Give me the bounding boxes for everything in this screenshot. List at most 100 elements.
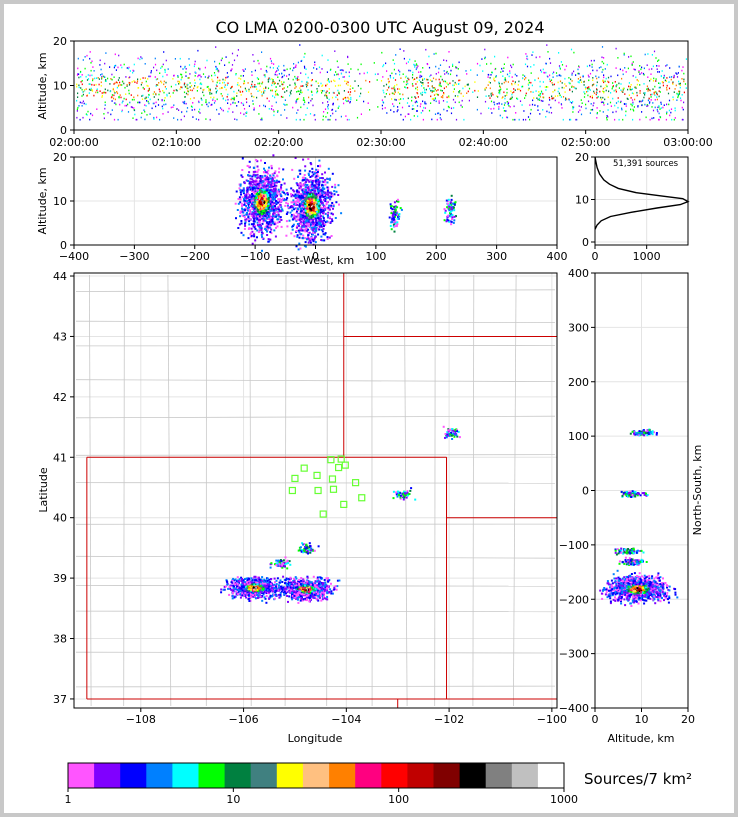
time-height-source — [406, 81, 408, 83]
time-height-source — [381, 99, 383, 101]
ew-height-source — [242, 192, 245, 195]
ew-height-source — [399, 207, 402, 210]
time-height-source — [217, 76, 219, 79]
ew-height-source — [452, 206, 455, 209]
time-height-source — [286, 90, 288, 92]
time-height-source — [215, 84, 217, 86]
time-height-source — [503, 78, 506, 81]
time-height-source — [360, 113, 362, 115]
ew-height-source — [308, 211, 311, 214]
ew-height-source — [330, 204, 333, 207]
time-height-source — [197, 75, 199, 78]
ew-height-source — [257, 196, 260, 199]
time-height-source — [103, 117, 105, 120]
time-height-source — [366, 71, 368, 74]
ew-height-source — [267, 180, 270, 183]
time-height-source — [209, 118, 211, 121]
ew-height-source — [285, 220, 288, 223]
time-height-source — [337, 98, 339, 101]
time-height-source — [278, 79, 281, 82]
time-height-source — [615, 89, 617, 91]
time-height-source — [449, 73, 452, 76]
ew-height-source — [260, 181, 263, 184]
ew-height-source — [255, 159, 258, 161]
ew-height-source — [327, 188, 330, 191]
time-height-source — [178, 109, 180, 111]
ew-height-source — [302, 195, 305, 198]
time-height-source — [146, 100, 148, 102]
ew-height-source — [242, 191, 245, 193]
time-height-source — [400, 77, 402, 79]
time-height-source — [185, 68, 187, 70]
time-height-source — [664, 79, 666, 82]
ew-height-source — [309, 191, 312, 194]
ew-height-source — [313, 215, 316, 218]
time-height-source — [245, 90, 248, 92]
time-height-source — [231, 85, 233, 88]
time-height-source — [153, 118, 155, 120]
ew-height-source — [449, 202, 452, 205]
time-height-source — [416, 105, 419, 107]
ew-height-source — [298, 194, 301, 197]
time-height-source — [125, 93, 127, 95]
county-line — [75, 289, 556, 292]
time-height-source — [549, 62, 552, 64]
ew-height-source — [289, 211, 292, 214]
time-height-source — [440, 118, 442, 121]
time-height-source — [76, 83, 78, 86]
ew-height-source — [314, 235, 317, 238]
ew-height-source — [318, 228, 321, 231]
ew-height-source — [319, 164, 322, 167]
time-height-source — [166, 94, 168, 97]
time-height-source — [144, 118, 146, 121]
time-height-source — [180, 118, 182, 121]
time-height-source — [501, 97, 503, 99]
time-height-source — [122, 100, 124, 103]
ew-height-source — [330, 192, 333, 195]
ew-height-source — [450, 198, 453, 201]
time-height-source — [96, 77, 98, 79]
time-height-source — [552, 91, 554, 93]
time-height-source — [528, 79, 530, 82]
ew-height-source — [326, 193, 329, 196]
plan-view-source — [249, 599, 252, 602]
time-height-source — [591, 96, 593, 99]
time-height-source — [596, 84, 598, 87]
time-height-source — [194, 71, 197, 74]
time-height-source — [503, 104, 506, 106]
ew-height-source — [298, 187, 301, 190]
time-height-source — [528, 87, 530, 90]
time-height-source — [604, 98, 606, 101]
ew-height-source — [321, 230, 324, 233]
time-height-source — [209, 88, 211, 91]
time-height-source — [593, 59, 595, 62]
time-height-source — [173, 117, 175, 119]
ew-height-source — [329, 197, 332, 200]
ew-height-source — [247, 180, 250, 182]
time-height-source — [381, 104, 383, 107]
time-height-source — [580, 79, 582, 81]
time-height-source — [428, 66, 431, 69]
time-height-source — [504, 97, 506, 100]
time-height-source — [643, 83, 645, 85]
time-height-source — [334, 85, 337, 87]
ew-height-source — [335, 201, 338, 204]
time-height-source — [640, 68, 642, 71]
time-height-source — [221, 57, 223, 60]
ew-height-source — [316, 205, 319, 208]
time-height-source — [115, 81, 117, 84]
time-height-source — [313, 67, 315, 69]
time-height-source — [468, 87, 471, 90]
ew-height-source — [268, 196, 270, 199]
ew-height-source — [316, 195, 319, 198]
time-height-source — [494, 80, 496, 82]
time-height-source — [150, 70, 152, 72]
time-height-source — [602, 90, 604, 93]
ew-height-xtick-label: −300 — [119, 250, 149, 263]
ew-height-source — [307, 221, 310, 224]
ew-height-source — [321, 188, 324, 191]
ew-height-source — [319, 177, 322, 180]
time-height-source — [213, 72, 216, 74]
ew-height-source — [311, 192, 314, 195]
ew-height-source — [268, 166, 270, 169]
